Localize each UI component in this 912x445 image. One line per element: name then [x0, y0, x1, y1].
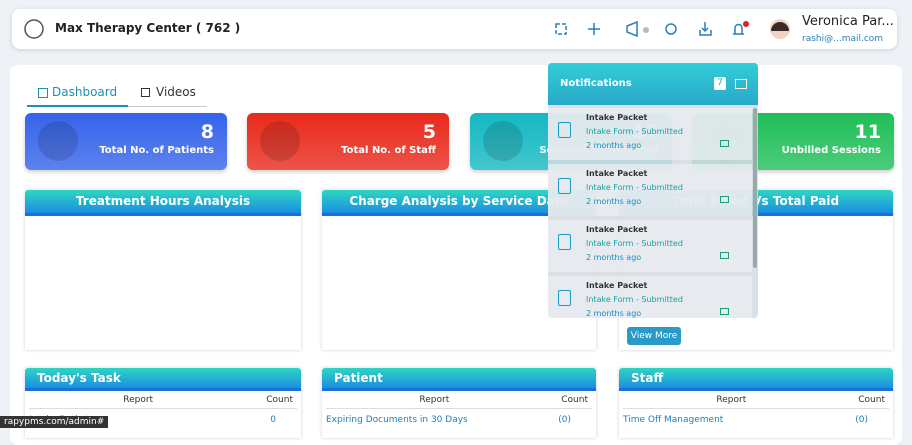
- stat-icon: [483, 121, 523, 161]
- item-mail-icon: [720, 196, 729, 203]
- dot: [643, 27, 649, 33]
- panel-title: Staff: [619, 368, 893, 391]
- notif-item[interactable]: [548, 108, 752, 160]
- stat-icon: [38, 121, 78, 161]
- row-count: (0): [855, 415, 868, 425]
- notif-item[interactable]: [548, 164, 752, 216]
- stat-label: Total No. of Patients: [99, 145, 214, 156]
- column-header: Count: [266, 395, 293, 405]
- notif-item-text: Intake Form - Submitted: [586, 239, 683, 248]
- notif-count: 7: [714, 77, 726, 90]
- view-more-button[interactable]: View More: [627, 327, 681, 345]
- divider: [326, 408, 592, 409]
- icons: [24, 19, 790, 39]
- chart-title: Treatment Hours Analysis: [25, 190, 301, 216]
- tab-icon: [141, 88, 150, 97]
- logo: [24, 19, 44, 39]
- notif-item-title: Intake Packet: [586, 225, 648, 234]
- avatar-hair: [771, 22, 789, 31]
- notif-item-text: Intake Form - Submitted: [586, 295, 683, 304]
- panel-title: Today's Task: [25, 368, 301, 391]
- notif-item-time: 2 months ago: [586, 253, 642, 262]
- row-count: (0): [558, 415, 571, 425]
- notif-item-title: Intake Packet: [586, 281, 648, 290]
- notif-item-time: 2 months ago: [586, 141, 642, 150]
- notif-item-text: Intake Form - Submitted: [586, 183, 683, 192]
- stat-value: 11: [854, 121, 881, 143]
- divider: [623, 408, 889, 409]
- notif-item-time: 2 months ago: [586, 197, 642, 206]
- stat-card[interactable]: [25, 113, 227, 170]
- add-icon[interactable]: [588, 23, 600, 35]
- notif-item-time: 2 months ago: [586, 309, 642, 318]
- stat-card[interactable]: [247, 113, 449, 170]
- chat-icon[interactable]: [665, 23, 677, 35]
- notif-item-title: Intake Packet: [586, 113, 648, 122]
- tab-active-line: [27, 105, 128, 107]
- notif-item-title: Intake Packet: [586, 169, 648, 178]
- notif-item[interactable]: [548, 220, 752, 272]
- row-report[interactable]: Time Off Management: [623, 415, 724, 425]
- tab[interactable]: Videos: [156, 85, 196, 99]
- download-icon[interactable]: [699, 22, 712, 36]
- stat-value: 5: [422, 121, 436, 143]
- row-count: 0: [270, 415, 276, 425]
- column-header: Count: [858, 395, 885, 405]
- notif-item-text: Intake Form - Submitted: [586, 127, 683, 136]
- doc-icon: [558, 178, 571, 194]
- row-report[interactable]: Expiring Documents in 30 Days: [326, 415, 468, 425]
- doc-icon: [558, 234, 571, 250]
- stat-value: 8: [200, 121, 214, 143]
- notifications-dropdown: Notifications 7 Intake Packet Intake Form -…: [548, 63, 758, 318]
- scrollbar: [753, 108, 757, 268]
- item-mail-icon: [720, 308, 729, 315]
- column-header: Report: [716, 395, 747, 405]
- divider: [29, 408, 297, 409]
- bell-icon[interactable]: [733, 23, 744, 35]
- fullscreen-icon[interactable]: [555, 23, 567, 35]
- notif-item[interactable]: [548, 276, 752, 318]
- user-email: rashi@...mail.com: [802, 34, 884, 44]
- user-name[interactable]: Veronica Par...: [802, 14, 894, 29]
- item-mail-icon: [720, 140, 729, 147]
- stat-label: Total No. of Staff: [341, 145, 436, 156]
- announce-icon[interactable]: [626, 20, 638, 38]
- page: Max Therapy Center ( 762 ) Veronica Par.…: [0, 9, 902, 445]
- bell-badge: [743, 21, 749, 27]
- item-mail-icon: [720, 252, 729, 259]
- column-header: Count: [561, 395, 588, 405]
- column-header: Report: [123, 395, 154, 405]
- app-title: Max Therapy Center ( 762 ): [55, 21, 241, 35]
- top-bar: [12, 9, 897, 49]
- stat-label: Unbilled Sessions: [781, 145, 881, 156]
- notif-title: Notifications: [560, 78, 632, 89]
- doc-icon: [558, 290, 571, 306]
- tab[interactable]: Dashboard: [52, 85, 118, 99]
- panel-title: Patient: [322, 368, 596, 391]
- column-header: Report: [419, 395, 450, 405]
- stat-icon: [260, 121, 300, 161]
- chart-panel: [25, 190, 301, 350]
- doc-icon: [558, 122, 571, 138]
- tab-icon: [38, 88, 48, 98]
- status-url: rapypms.com/admin#: [0, 416, 109, 428]
- mail-icon[interactable]: [735, 79, 747, 89]
